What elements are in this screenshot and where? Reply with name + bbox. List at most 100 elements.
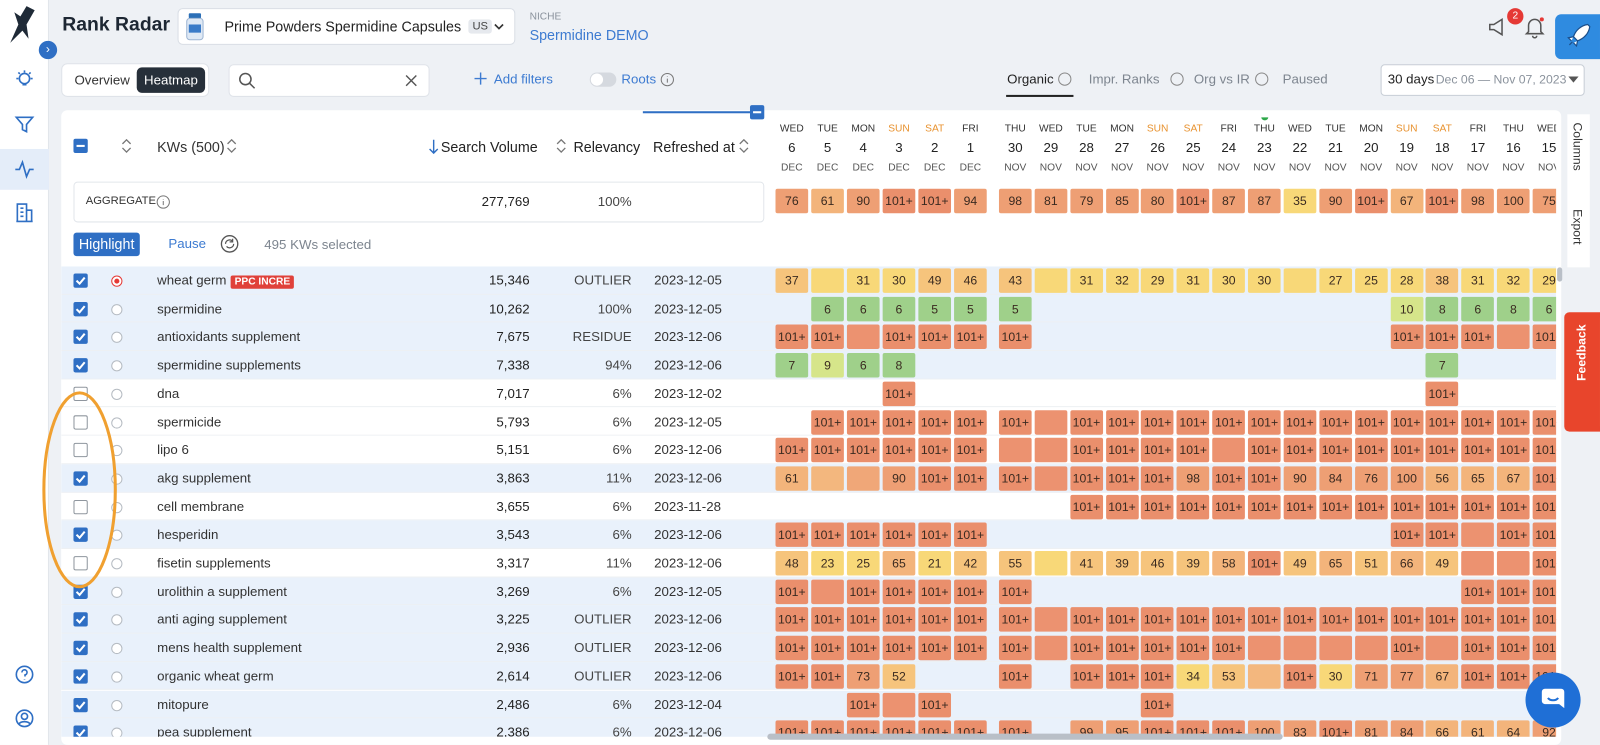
rank-cell	[1497, 551, 1530, 576]
rank-cell: 101+	[918, 324, 952, 350]
row-checkbox[interactable]	[73, 556, 88, 571]
highlight-radio[interactable]	[111, 473, 123, 485]
niche-name[interactable]: Spermidine DEMO	[529, 26, 649, 43]
rank-cell: 101+	[775, 664, 809, 689]
user-icon[interactable]	[14, 708, 34, 728]
row-checkbox[interactable]	[73, 329, 88, 345]
sort-icon[interactable]	[121, 138, 132, 153]
columns-tab[interactable]: Columns	[1570, 122, 1585, 171]
row-checkbox[interactable]	[73, 612, 88, 627]
column-header[interactable]: Relevancy	[573, 138, 641, 156]
row-checkbox[interactable]	[73, 527, 88, 543]
keyword-cell: antioxidants supplement	[157, 329, 300, 344]
search-box[interactable]	[228, 64, 430, 97]
rank-cell: 101+	[1141, 409, 1174, 435]
product-selector[interactable]	[177, 8, 516, 45]
keyword-cell: hesperidin	[157, 527, 218, 542]
day: 16	[1506, 139, 1521, 156]
refreshed-at: 2023-12-04	[654, 696, 722, 712]
column-header[interactable]: Refreshed at	[653, 138, 735, 156]
row-checkbox[interactable]	[73, 697, 88, 712]
sort-icon[interactable]	[739, 138, 749, 153]
row-checkbox[interactable]	[73, 669, 88, 684]
row-checkbox[interactable]	[73, 358, 88, 373]
highlight-radio[interactable]	[111, 699, 123, 711]
highlight-radio[interactable]	[111, 586, 123, 598]
row-checkbox[interactable]	[73, 443, 88, 458]
column-header[interactable]: Search Volume	[440, 138, 538, 156]
rank-cell: 99	[1070, 720, 1103, 737]
highlight-radio[interactable]	[111, 388, 123, 400]
highlight-radio[interactable]	[111, 332, 123, 344]
row-checkbox[interactable]	[73, 414, 88, 430]
keyword-row: organic wheat germ 2,614 OUTLIER 2023-12-06…	[61, 662, 1557, 691]
export-tab[interactable]: Export	[1570, 209, 1585, 245]
highlight-radio[interactable]	[111, 614, 123, 626]
highlight-radio[interactable]	[111, 671, 123, 683]
tab[interactable]: Overview	[74, 72, 130, 88]
column-header[interactable]: KWs (500)	[157, 138, 225, 156]
roots-label: Roots	[621, 71, 657, 87]
rank-cell: 101+	[1461, 324, 1495, 350]
keyword-row: akg supplement 3,863 11% 2023-12-06 61 90 101+…	[61, 464, 1557, 493]
row-checkbox[interactable]	[73, 471, 88, 486]
rank-cell: 101+	[882, 437, 916, 463]
filter-icon[interactable]	[14, 114, 35, 134]
rank-cell: 101+	[811, 437, 844, 463]
relevancy: 6%	[612, 583, 632, 599]
refresh-icon[interactable]	[220, 235, 239, 253]
day: 6	[788, 139, 796, 156]
pause-button[interactable]: Pause	[168, 235, 206, 252]
sort-icon[interactable]	[227, 138, 237, 153]
add-filters[interactable]: Add filters	[493, 71, 553, 87]
rank-cell: 101+	[1283, 437, 1317, 463]
rank-cell: 101+	[1141, 692, 1174, 717]
rank-cell: 98	[1176, 466, 1210, 491]
rank-cell: 101+	[846, 635, 880, 661]
rank-cell	[1425, 635, 1459, 661]
sort-desc-icon[interactable]	[429, 139, 439, 155]
search-volume: 2,936	[496, 639, 530, 656]
row-checkbox[interactable]	[73, 499, 88, 514]
sidebar-toggle[interactable]: ›	[38, 40, 58, 60]
announcements-icon[interactable]	[1488, 17, 1510, 37]
clear-icon[interactable]	[405, 74, 417, 87]
view-tab[interactable]: Impr. Ranks	[1088, 71, 1160, 87]
rank-cell: 61	[1461, 720, 1495, 737]
bell-icon[interactable]	[1524, 16, 1545, 39]
row-checkbox[interactable]	[73, 725, 88, 737]
range-selector[interactable]	[1380, 64, 1585, 96]
tab-active[interactable]: Heatmap	[136, 67, 206, 93]
row-checkbox[interactable]	[73, 640, 88, 656]
refreshed-at: 2023-12-06	[654, 639, 722, 656]
highlight-radio[interactable]	[111, 416, 123, 429]
rank-cell: 34	[1176, 664, 1210, 689]
row-checkbox[interactable]	[73, 273, 88, 288]
highlight-button[interactable]: Highlight	[73, 232, 140, 257]
highlight-radio[interactable]	[111, 642, 123, 655]
rank-cell: 5	[954, 296, 987, 322]
rank-cell: 101+	[1319, 607, 1352, 633]
view-tab[interactable]: Organic	[1007, 71, 1054, 87]
rank-cell: 39	[1105, 551, 1139, 576]
highlight-radio[interactable]	[111, 303, 123, 315]
highlight-radio[interactable]	[111, 360, 123, 372]
search-volume: 7,017	[496, 385, 530, 401]
view-tab[interactable]: Paused	[1282, 71, 1328, 87]
highlight-radio[interactable]	[111, 558, 123, 570]
help-icon[interactable]	[14, 664, 34, 684]
ideas-icon[interactable]	[14, 69, 34, 89]
building-icon[interactable]	[15, 202, 33, 223]
highlight-radio[interactable]	[111, 727, 123, 737]
feedback-tab[interactable]	[1564, 312, 1600, 432]
highlight-radio[interactable]	[111, 501, 123, 513]
rank-cell: 101+	[1532, 466, 1557, 491]
view-tab[interactable]: Org vs IR	[1193, 71, 1250, 87]
month: NOV	[1217, 162, 1240, 174]
rank-cell: 101+	[811, 664, 844, 689]
rank-cell: 9	[811, 353, 844, 378]
radar-icon[interactable]	[14, 159, 34, 179]
sort-icon[interactable]	[556, 138, 566, 153]
aggregate-cell: 76	[775, 188, 809, 214]
row-checkbox[interactable]	[73, 301, 88, 317]
